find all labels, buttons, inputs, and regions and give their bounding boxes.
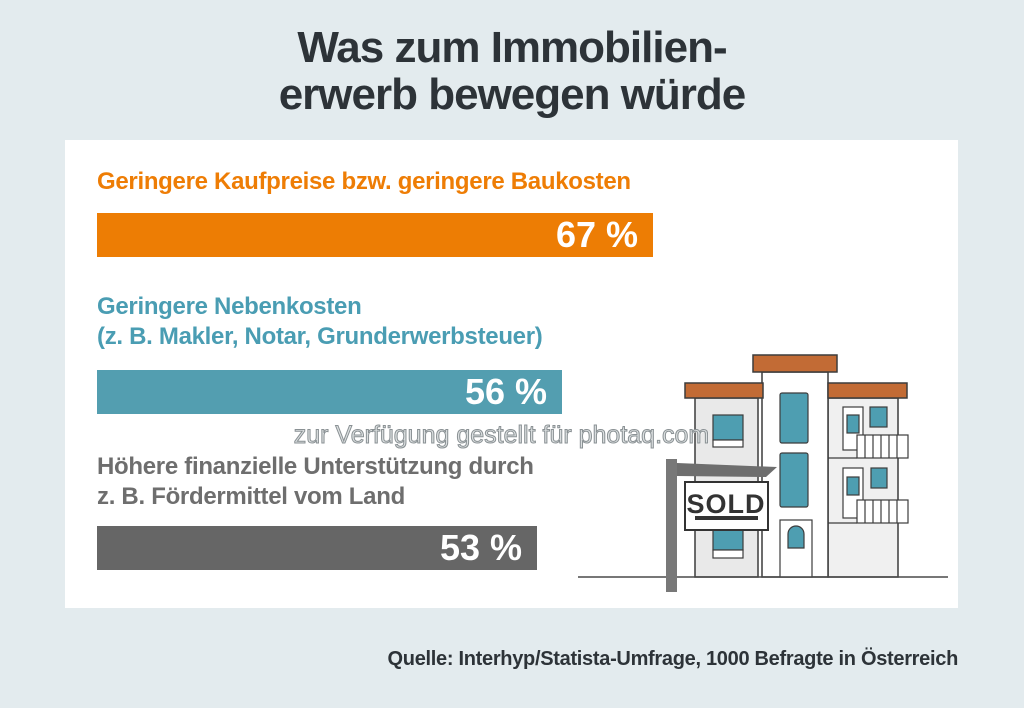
- bar-kaufpreise: 67 %: [97, 213, 653, 257]
- bar-label-foerdermittel: Höhere finanzielle Unterstützung durch z…: [97, 453, 534, 510]
- roof-center: [752, 354, 838, 373]
- sold-house-illustration: SOLD: [578, 354, 948, 592]
- bar-foerdermittel: 53 %: [97, 526, 537, 570]
- roof-left: [684, 382, 764, 399]
- bar-value-kaufpreise: 67 %: [555, 214, 638, 255]
- tower-windows: [779, 392, 813, 578]
- source-caption: Quelle: Interhyp/Statista-Umfrage, 1000 …: [387, 648, 959, 670]
- bar-label-nebenkosten: Geringere Nebenkosten (z. B. Makler, Not…: [97, 293, 543, 350]
- bar-label-kaufpreise: Geringere Kaufpreise bzw. geringere Bauk…: [97, 168, 631, 195]
- roof-right: [827, 382, 908, 399]
- sold-sign: SOLD: [666, 459, 777, 592]
- chart-card: Geringere Kaufpreise bzw. geringere Bauk…: [65, 140, 958, 608]
- sign-arm: [677, 463, 777, 477]
- bar-nebenkosten: 56 %: [97, 370, 562, 414]
- sign-post: [666, 459, 677, 592]
- door-arch-window: [787, 525, 805, 549]
- page-title-line1: Was zum Immobilien-: [297, 23, 727, 72]
- sign-board: [684, 481, 769, 531]
- bar-value-foerdermittel: 53 %: [439, 527, 522, 568]
- balconies: [828, 434, 909, 524]
- sign-underline: [695, 516, 758, 520]
- bar-value-nebenkosten: 56 %: [464, 371, 547, 412]
- page-title: Was zum Immobilien- erwerb bewegen würde: [0, 24, 1024, 118]
- page-title-line2: erwerb bewegen würde: [278, 70, 747, 119]
- sign-text: SOLD: [686, 489, 765, 519]
- right-windows: [842, 406, 888, 519]
